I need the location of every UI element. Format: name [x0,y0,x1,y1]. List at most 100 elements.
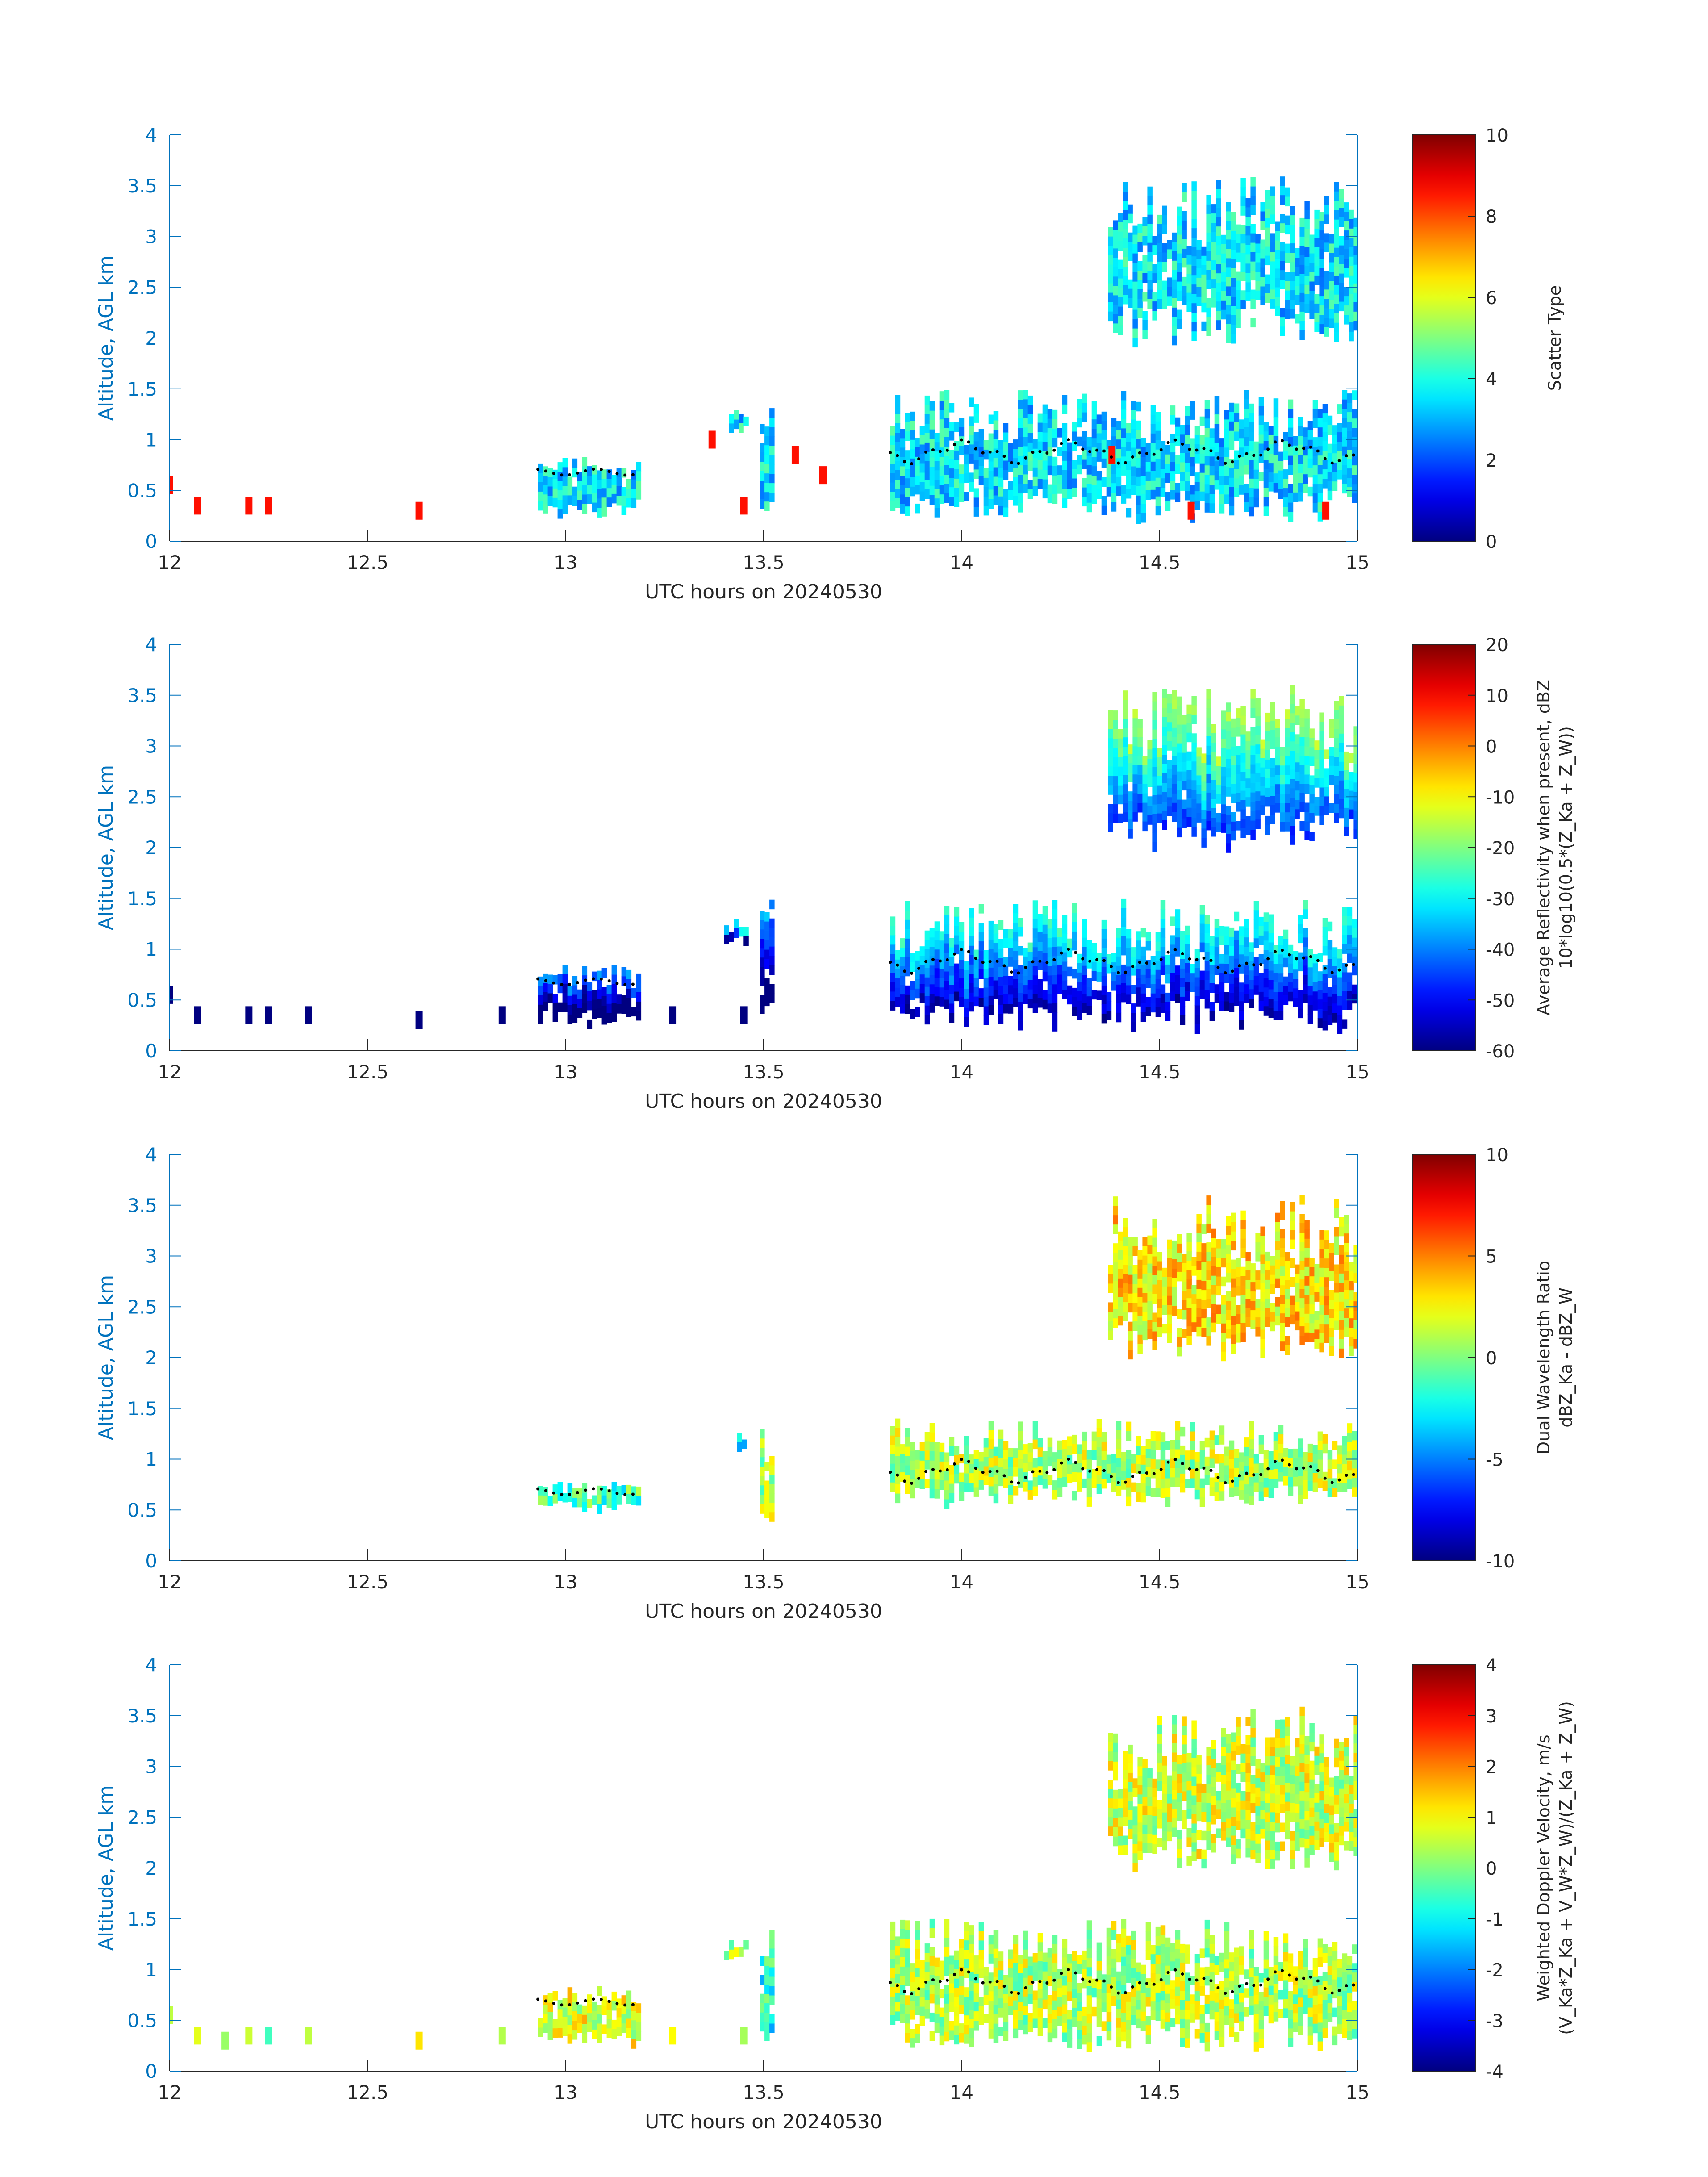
data-cell [1140,466,1146,476]
data-cell [616,468,622,477]
data-cell [1118,259,1123,270]
data-cell [1101,1479,1107,1489]
data-cell [1270,261,1275,271]
data-cell [1206,745,1211,756]
data-cell [1145,490,1151,500]
x-tick-label: 14 [950,552,973,573]
data-cell [969,936,974,946]
cloud-base-dot [1074,441,1077,445]
data-cell [1167,713,1172,723]
data-cell [1216,1239,1221,1249]
data-cell [1136,439,1141,449]
data-cell [1206,736,1211,746]
data-cell [1167,788,1172,798]
data-cell [900,1444,906,1454]
data-cell [1344,760,1349,771]
data-cell [954,935,960,945]
data-cell [1047,1948,1053,1958]
data-cell [1298,1008,1303,1019]
data-cell [1353,754,1357,764]
data-cell [1260,1264,1265,1274]
data-cell [1027,433,1033,443]
data-cell [1165,974,1171,984]
data-cell [973,996,979,1007]
data-cell [1275,306,1280,316]
data-cell [1265,199,1270,209]
data-cell [1317,971,1323,981]
data-cell [934,2004,940,2014]
data-cell [1349,1346,1354,1356]
data-cell [597,470,602,480]
data-cell [1229,459,1235,469]
data-cell [1334,748,1339,757]
data-cell [1329,1309,1334,1319]
data-cell [1240,744,1246,754]
data-cell [1263,950,1269,960]
data-point [245,497,253,515]
data-cell [1008,948,1014,957]
data-cell [1142,292,1148,302]
data-cell [905,1948,910,1958]
data-cell [1140,1474,1146,1484]
data-cell [900,994,906,1004]
data-cell [1175,947,1181,957]
data-cell [1137,1306,1143,1316]
data-cell [1319,277,1324,287]
data-cell [1304,219,1310,229]
x-tick-label: 12 [158,1571,181,1593]
data-cell [1150,1450,1156,1460]
data-cell [988,986,994,996]
data-cell [939,438,945,448]
data-cell [1172,1259,1177,1269]
data-cell [1352,947,1357,957]
data-cell [910,981,915,991]
data-cell [1027,2022,1033,2032]
data-cell [1317,999,1323,1009]
colorbar-tick-label: 0 [1486,737,1497,757]
data-cell [949,1446,955,1456]
data-cell [959,1958,965,1968]
data-cell [1253,497,1259,508]
data-cell [1258,1463,1264,1473]
data-cell [1312,447,1318,456]
data-cell [621,487,627,497]
data-cell [1126,433,1132,443]
data-cell [1123,709,1128,719]
data-cell [769,993,775,1003]
data-cell [1047,994,1053,1004]
data-cell [1285,225,1290,235]
data-cell [1147,777,1153,787]
data-cell [1275,1222,1280,1232]
data-cell [1322,404,1328,414]
data-cell [1275,1306,1280,1316]
data-cell [1268,989,1274,999]
data-cell [1322,936,1328,946]
data-cell [959,922,965,932]
data-cell [1304,1220,1310,1230]
data-cell [919,984,925,994]
data-cell [1106,440,1112,450]
cloud-base-dot [1138,451,1141,455]
data-cell [1245,741,1251,751]
data-cell [1319,1324,1324,1334]
data-cell [616,1495,622,1505]
data-cell [1190,1431,1195,1441]
data-cell [924,1972,930,1981]
data-cell [1177,715,1182,725]
data-cell [1244,437,1249,447]
data-cell [1263,1487,1269,1497]
data-cell [601,1495,607,1505]
data-cell [1280,1313,1285,1323]
data-cell [1221,710,1226,720]
data-cell [1221,253,1226,263]
data-cell [1136,950,1141,960]
data-cell [1339,198,1344,209]
data-cell [1182,734,1187,744]
data-cell [934,921,940,931]
data-cell [944,1985,950,1995]
data-cell [1249,989,1254,999]
data-cell [1353,811,1357,820]
data-cell [1255,716,1261,726]
data-cell [1293,483,1299,493]
